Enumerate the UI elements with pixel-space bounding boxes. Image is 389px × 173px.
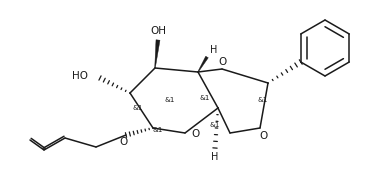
Text: &1: &1 bbox=[153, 127, 163, 133]
Text: &1: &1 bbox=[200, 95, 210, 101]
Text: &1: &1 bbox=[258, 97, 268, 103]
Text: O: O bbox=[219, 57, 227, 67]
Text: HO: HO bbox=[72, 71, 88, 81]
Text: H: H bbox=[211, 152, 219, 162]
Text: OH: OH bbox=[150, 26, 166, 36]
Text: O: O bbox=[120, 137, 128, 147]
Text: O: O bbox=[260, 131, 268, 141]
Text: H: H bbox=[210, 45, 217, 55]
Text: &1: &1 bbox=[165, 97, 175, 103]
Text: O: O bbox=[191, 129, 199, 139]
Polygon shape bbox=[155, 40, 160, 68]
Text: &1: &1 bbox=[210, 122, 220, 128]
Polygon shape bbox=[198, 56, 208, 72]
Text: &1: &1 bbox=[133, 105, 143, 111]
